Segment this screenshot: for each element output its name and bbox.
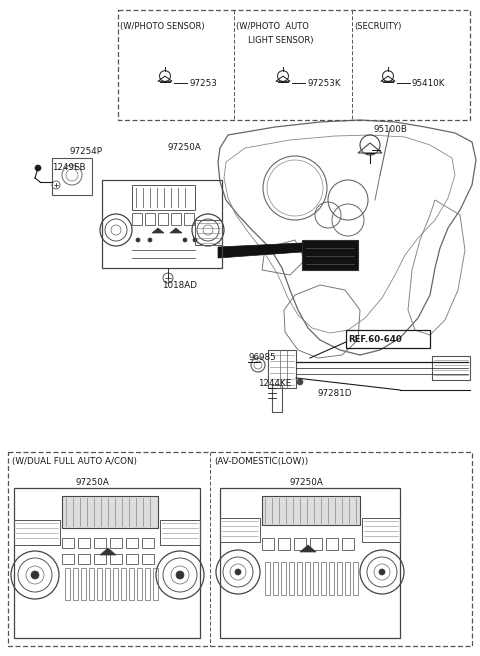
Bar (153, 568, 158, 600)
Bar (278, 538, 290, 550)
Text: LIGHT SENSOR): LIGHT SENSOR) (248, 36, 313, 45)
Bar (160, 520, 200, 545)
Bar (313, 562, 318, 595)
Polygon shape (300, 545, 316, 552)
Bar (158, 213, 168, 225)
Bar (129, 568, 134, 600)
Text: (SECRUITY): (SECRUITY) (354, 22, 401, 31)
Text: 1244KE: 1244KE (258, 380, 291, 388)
Bar (14, 488, 200, 638)
Bar (89, 568, 94, 600)
Bar (94, 554, 106, 564)
Bar (145, 568, 150, 600)
Text: 1018AD: 1018AD (162, 281, 197, 289)
Text: 97253K: 97253K (307, 79, 341, 87)
Ellipse shape (148, 238, 152, 242)
Bar (81, 568, 86, 600)
Bar (262, 538, 274, 550)
Ellipse shape (297, 379, 303, 385)
Bar (97, 568, 102, 600)
Bar (195, 220, 222, 245)
Ellipse shape (379, 569, 385, 575)
Text: (AV-DOMESTIC(LOW)): (AV-DOMESTIC(LOW)) (214, 457, 308, 466)
Bar (353, 562, 358, 595)
Text: REF.60-640: REF.60-640 (348, 335, 402, 344)
Bar (362, 518, 400, 542)
Bar (132, 185, 195, 210)
Polygon shape (218, 243, 302, 258)
Bar (132, 213, 142, 225)
Bar (220, 488, 400, 638)
Bar (294, 538, 306, 550)
Bar (281, 562, 286, 595)
Bar (262, 496, 360, 525)
Bar (52, 158, 92, 195)
Text: (W/DUAL FULL AUTO A/CON): (W/DUAL FULL AUTO A/CON) (12, 457, 137, 466)
Bar (289, 562, 294, 595)
Text: 1249EB: 1249EB (52, 163, 85, 171)
Ellipse shape (176, 571, 184, 579)
Bar (220, 518, 260, 542)
Bar (265, 562, 270, 595)
Bar (113, 568, 118, 600)
Bar (305, 562, 310, 595)
Bar (337, 562, 342, 595)
Bar (272, 385, 282, 412)
Polygon shape (152, 228, 164, 233)
Text: 95410K: 95410K (412, 79, 445, 87)
Bar (65, 568, 70, 600)
Bar (126, 538, 138, 548)
Bar (14, 520, 60, 545)
Bar (78, 538, 90, 548)
Bar (268, 350, 296, 388)
Bar (110, 538, 122, 548)
Ellipse shape (183, 238, 187, 242)
Ellipse shape (31, 571, 39, 579)
Bar (121, 568, 126, 600)
Bar (171, 213, 181, 225)
Bar (145, 213, 155, 225)
Text: 97250A: 97250A (75, 478, 109, 487)
Bar (345, 562, 350, 595)
Ellipse shape (35, 165, 41, 171)
Bar (346, 330, 430, 348)
Text: (W/PHOTO  AUTO: (W/PHOTO AUTO (236, 22, 309, 31)
Text: 96985: 96985 (248, 354, 276, 363)
Text: 95100B: 95100B (374, 125, 408, 134)
Polygon shape (170, 228, 182, 233)
Text: 97254P: 97254P (70, 148, 103, 157)
Bar (302, 240, 358, 270)
Bar (78, 554, 90, 564)
Ellipse shape (136, 238, 140, 242)
Bar (102, 180, 222, 268)
Bar (62, 496, 158, 528)
Bar (273, 562, 278, 595)
Bar (432, 356, 470, 380)
Text: 97250A: 97250A (290, 478, 324, 487)
Bar (310, 538, 322, 550)
Bar (342, 538, 354, 550)
Bar (321, 562, 326, 595)
Bar (297, 562, 302, 595)
Bar (62, 538, 74, 548)
Bar (94, 538, 106, 548)
Bar (110, 554, 122, 564)
Bar (73, 568, 78, 600)
Bar (126, 554, 138, 564)
Bar (62, 554, 74, 564)
Bar (105, 568, 110, 600)
Bar (184, 213, 194, 225)
Ellipse shape (235, 569, 241, 575)
Bar (329, 562, 334, 595)
Bar (326, 538, 338, 550)
Text: 97281D: 97281D (318, 390, 352, 398)
Bar (142, 538, 154, 548)
Text: (W/PHOTO SENSOR): (W/PHOTO SENSOR) (120, 22, 204, 31)
Bar (137, 568, 142, 600)
Ellipse shape (193, 238, 197, 242)
Text: 97253: 97253 (189, 79, 217, 87)
Bar (142, 554, 154, 564)
Polygon shape (100, 548, 116, 555)
Text: 97250A: 97250A (168, 144, 202, 152)
